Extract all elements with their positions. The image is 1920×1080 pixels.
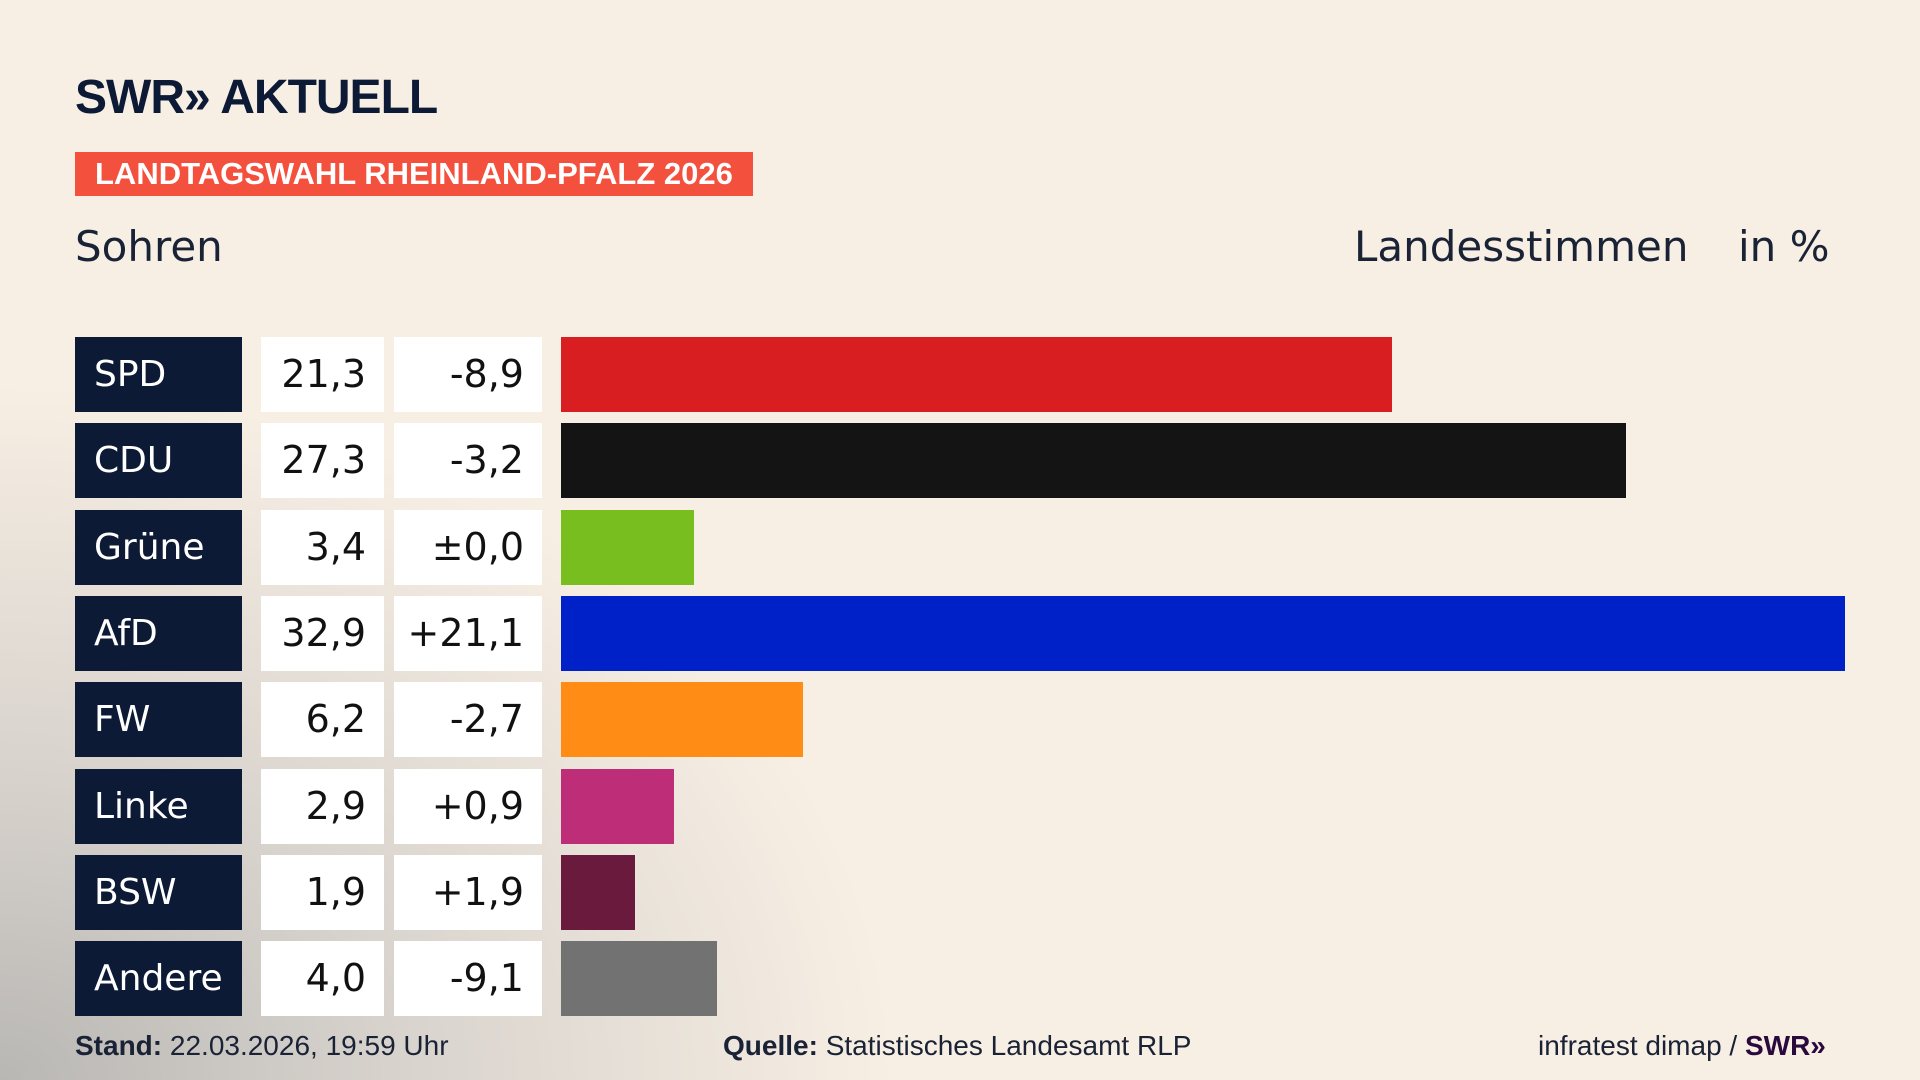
party-label: CDU — [75, 423, 242, 499]
stand-value: 22.03.2026, 19:59 Uhr — [169, 1030, 449, 1061]
party-row: BSW 1,9 +1,9 — [0, 854, 1920, 930]
swr-logo: SWR» — [1744, 1030, 1826, 1061]
credit-text: infratest dimap / — [1538, 1030, 1738, 1061]
bar-bsw — [561, 854, 636, 930]
value-label: 6,2 — [261, 682, 384, 758]
source: Quelle: Statistisches Landesamt RLP — [723, 1030, 1191, 1062]
bar-andere — [561, 941, 718, 1017]
party-label: SPD — [75, 337, 242, 412]
value-label: 32,9 — [261, 595, 384, 671]
diff-label: -2,7 — [394, 682, 542, 758]
bar-afd — [561, 595, 1845, 671]
bar-spd — [561, 337, 1393, 412]
party-label: Andere — [75, 941, 242, 1017]
election-banner: LANDTAGSWAHL RHEINLAND-PFALZ 2026 — [75, 152, 753, 196]
diff-label: -8,9 — [394, 337, 542, 412]
diff-label: -3,2 — [394, 423, 542, 499]
party-label: Grüne — [75, 509, 242, 585]
place-title: Sohren — [75, 222, 223, 271]
unit-label: in % — [1738, 222, 1830, 271]
diff-label: +1,9 — [394, 854, 542, 930]
value-label: 2,9 — [261, 768, 384, 844]
value-label: 21,3 — [261, 337, 384, 412]
source-value: Statistisches Landesamt RLP — [825, 1030, 1192, 1061]
party-row: SPD 21,3 -8,9 — [0, 337, 1920, 412]
party-row: FW 6,2 -2,7 — [0, 682, 1920, 758]
swr-aktuell-logo: SWR» AKTUELL — [75, 71, 438, 124]
diff-label: +21,1 — [394, 595, 542, 671]
party-label: AfD — [75, 595, 242, 671]
party-label: FW — [75, 682, 242, 758]
stand-label: Stand: — [75, 1030, 163, 1061]
party-row: Grüne 3,4 ±0,0 — [0, 509, 1920, 585]
value-label: 1,9 — [261, 854, 384, 930]
value-label: 4,0 — [261, 941, 384, 1017]
bar-grüne — [561, 509, 694, 585]
party-label: BSW — [75, 854, 242, 930]
party-row: Linke 2,9 +0,9 — [0, 768, 1920, 844]
value-label: 27,3 — [261, 423, 384, 499]
party-row: CDU 27,3 -3,2 — [0, 423, 1920, 499]
timestamp: Stand: 22.03.2026, 19:59 Uhr — [75, 1030, 449, 1062]
bar-fw — [561, 682, 803, 758]
source-label: Quelle: — [723, 1030, 818, 1061]
bar-cdu — [561, 423, 1627, 499]
vote-type-label: Landesstimmen — [1354, 222, 1689, 271]
party-row: Andere 4,0 -9,1 — [0, 941, 1920, 1017]
diff-label: ±0,0 — [394, 509, 542, 585]
bar-linke — [561, 768, 675, 844]
diff-label: -9,1 — [394, 941, 542, 1017]
credit: infratest dimap / SWR» — [1538, 1030, 1826, 1062]
party-row: AfD 32,9 +21,1 — [0, 595, 1920, 671]
diff-label: +0,9 — [394, 768, 542, 844]
value-label: 3,4 — [261, 509, 384, 585]
party-label: Linke — [75, 768, 242, 844]
